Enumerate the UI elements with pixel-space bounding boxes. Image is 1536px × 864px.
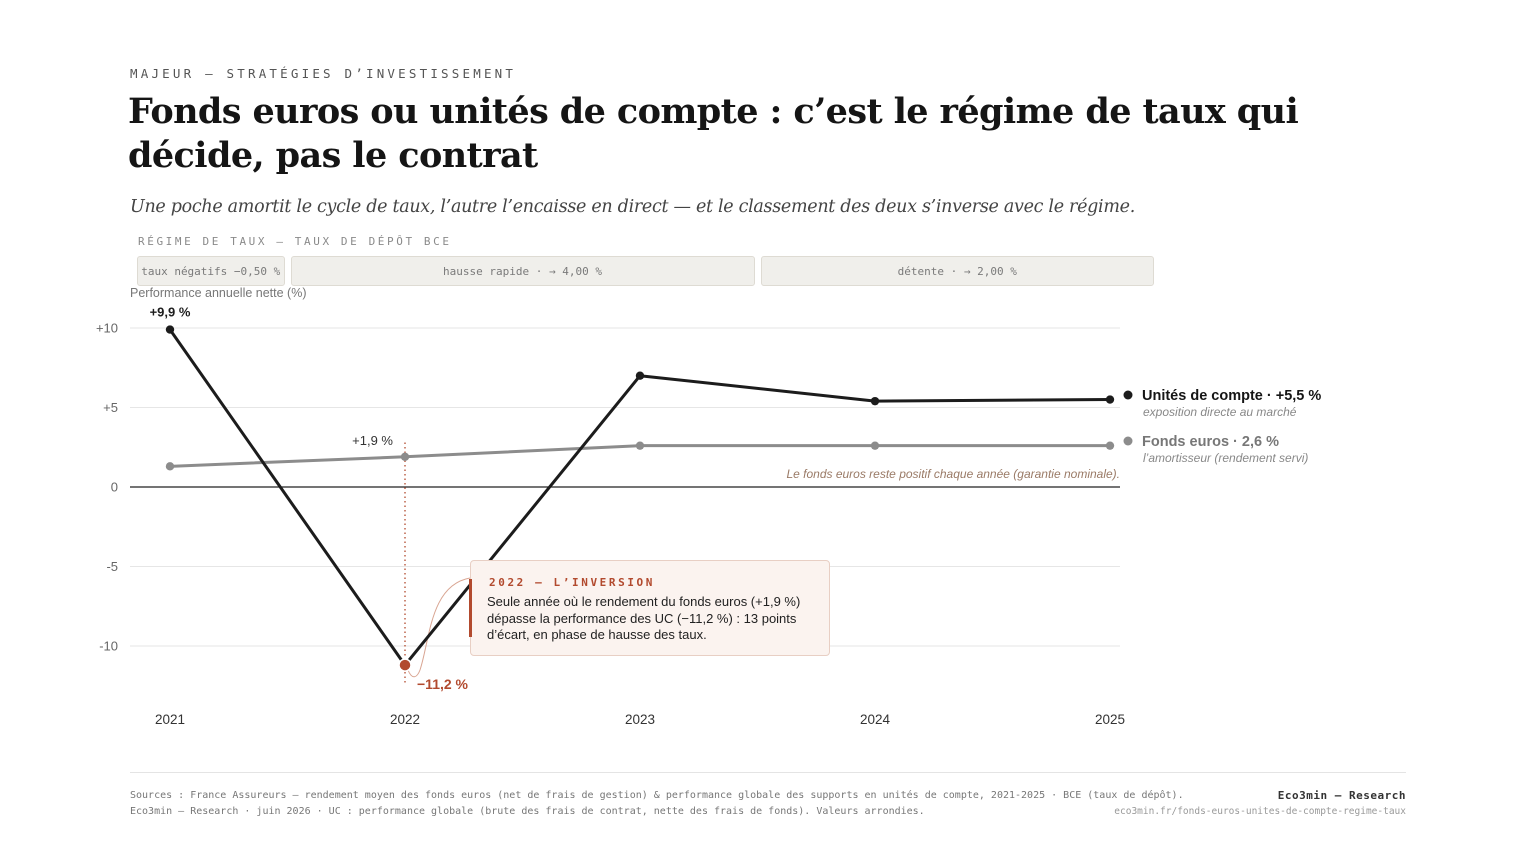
footer-notes: Eco3min — Research · juin 2026 · UC : pe… [130,806,925,817]
data-point [165,325,175,334]
annotation-connector [407,577,471,678]
data-label: +1,9 % [352,433,393,448]
footer-sources: Sources : France Assureurs — rendement m… [130,790,1184,801]
footer-brand: Eco3min — Research [1277,789,1406,802]
inversion-annotation: 2022 — L’INVERSION Seule année où le ren… [469,560,830,656]
data-point [1105,441,1115,450]
series-end-label: Unités de compte · +5,5 % [1142,388,1321,404]
regime-band-2: hausse rapide · → 4,00 % [290,256,755,286]
data-point [398,658,412,672]
data-point [1105,395,1115,404]
y-tick-label: 0 [111,480,118,495]
data-point [635,371,645,380]
legend-marker [1123,390,1133,400]
subtitle: Une poche amortit le cycle de taux, l’au… [130,197,1135,217]
series-sub-label: l’amortisseur (rendement servi) [1143,451,1308,465]
data-point [870,441,880,450]
series-sub-label: exposition directe au marché [1143,405,1297,419]
x-tick-label: 2023 [625,712,655,727]
page-title: Fonds euros ou unités de compte : c’est … [128,91,1299,176]
data-point [635,441,645,450]
footer-divider [130,772,1406,773]
kicker: MAJEUR — STRATÉGIES D’INVESTISSEMENT [130,66,517,81]
x-tick-label: 2022 [390,712,420,727]
footer-url[interactable]: eco3min.fr/fonds-euros-unites-de-compte-… [1114,806,1406,817]
regime-label: RÉGIME DE TAUX — TAUX DE DÉPÔT BCE [138,235,452,248]
x-tick-label: 2025 [1095,712,1125,727]
y-tick-label: +5 [103,400,118,415]
annotation-text: Seule année où le rendement du fonds eur… [487,594,801,642]
data-point [165,462,175,471]
series-end-label: Fonds euros · 2,6 % [1142,434,1279,450]
y-tick-label: -10 [99,639,118,654]
data-label: −11,2 % [417,676,469,692]
y-tick-label: -5 [106,559,118,574]
y-tick-label: +10 [96,321,118,336]
data-label: +9,9 % [150,305,191,320]
annotation-title: 2022 — L’INVERSION [489,576,656,589]
x-tick-label: 2024 [860,712,891,727]
data-point [870,396,880,406]
annotation-accent-bar [469,579,472,637]
regime-band-3: détente · → 2,00 % [760,256,1154,286]
regime-band-1: taux négatifs −0,50 % [137,256,285,286]
x-tick-label: 2021 [155,712,185,727]
data-point [400,452,410,461]
zero-note: Le fonds euros reste positif chaque anné… [786,467,1120,481]
y-axis-label: Performance annuelle nette (%) [130,286,307,300]
legend-marker [1123,436,1133,446]
